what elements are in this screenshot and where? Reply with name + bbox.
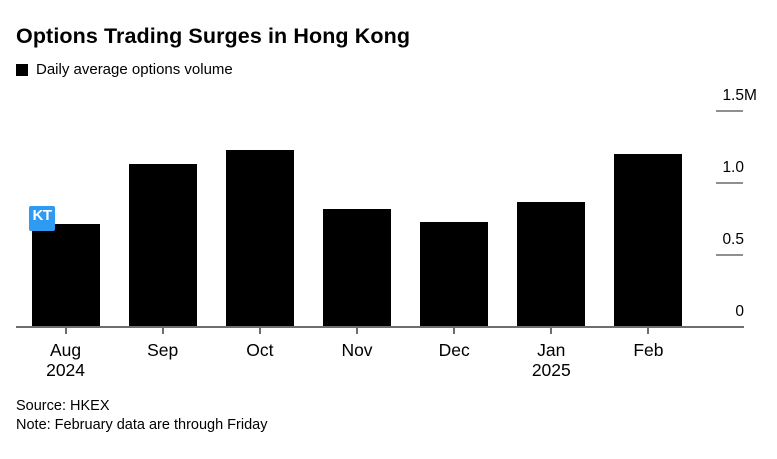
x-tick (258, 328, 261, 334)
y-tick (716, 109, 743, 112)
x-tick (161, 328, 164, 334)
x-tick (453, 328, 456, 334)
x-tick (550, 328, 553, 334)
y-label-unit-suffix: M (744, 86, 757, 104)
y-axis-label: 0.5 (634, 231, 744, 249)
bar-feb (614, 154, 683, 326)
x-axis-label: Jan 2025 (503, 340, 599, 380)
x-tick (647, 328, 650, 334)
bar-jan-2025 (517, 201, 586, 326)
x-axis-label: Feb (600, 340, 696, 360)
bar-dec (420, 222, 489, 326)
x-axis-label: Sep (115, 340, 211, 360)
x-label-month: Sep (147, 340, 179, 360)
annotation-badge-kt: KT (29, 206, 55, 231)
y-label-value: 1.0 (722, 158, 744, 176)
y-label-value: 0.5 (722, 230, 744, 248)
bar-aug-2024 (31, 223, 100, 326)
legend-label: Daily average options volume (36, 61, 233, 78)
chart-title: Options Trading Surges in Hong Kong (16, 24, 411, 48)
legend-swatch-icon (16, 63, 28, 76)
x-tick (356, 328, 358, 334)
chart-footer: Source: HKEX Note: February data are thr… (16, 397, 267, 435)
bar-nov (323, 209, 391, 326)
x-axis-label: Dec (406, 340, 502, 360)
x-tick (64, 328, 67, 334)
x-axis-label: Nov (309, 340, 405, 360)
source-line: Source: HKEX (16, 398, 110, 414)
y-tick (716, 181, 743, 184)
y-tick (716, 253, 743, 256)
x-label-month: Dec (438, 340, 470, 360)
x-axis-label: Aug 2024 (18, 340, 114, 380)
chart-legend: Daily average options volume (16, 61, 233, 78)
x-label-month: Oct (246, 340, 274, 360)
y-label-value: 1.5 (722, 86, 744, 104)
note-line: Note: February data are through Friday (16, 417, 268, 433)
y-label-value: 0 (735, 303, 744, 320)
x-axis-line (16, 326, 744, 328)
y-axis-label: 1.5 M (634, 86, 756, 105)
bar-sep (128, 164, 197, 326)
x-label-year: 2025 (531, 360, 571, 380)
y-axis-label: 1.0 (634, 159, 744, 177)
x-label-month: Jan (537, 340, 566, 360)
x-axis-label: Oct (212, 340, 308, 360)
y-axis-label: 0 (634, 303, 744, 321)
x-label-month: Aug (49, 340, 82, 360)
x-label-month: Nov (341, 340, 373, 360)
x-label-year: 2024 (46, 360, 86, 380)
x-label-month: Feb (633, 340, 664, 360)
bar-oct (225, 149, 294, 326)
